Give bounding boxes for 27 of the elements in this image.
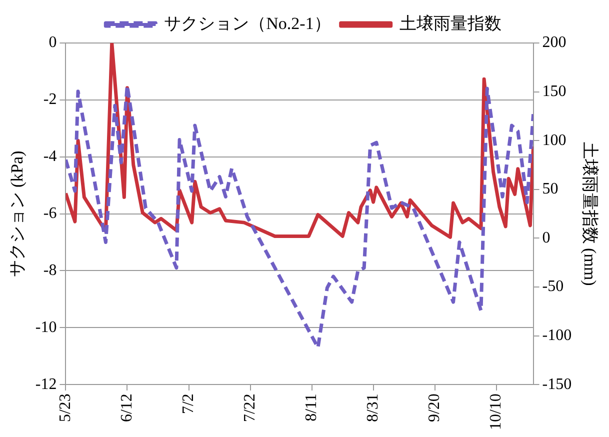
x-tick-label: 8/11 — [303, 394, 320, 422]
y2-tick-label: -100 — [542, 326, 572, 344]
x-tick-label: 8/31 — [364, 394, 382, 422]
y2-tick-label: -150 — [542, 376, 572, 393]
x-tick-label: 6/12 — [118, 394, 136, 422]
y-tick-label: 0 — [48, 34, 57, 52]
y-tick-label: -2 — [43, 91, 57, 108]
y-tick-label: -8 — [43, 262, 57, 279]
legend-label: サクション（No.2-1） — [164, 14, 331, 33]
y2-tick-label: 100 — [542, 132, 566, 149]
y2-tick-label: 200 — [542, 34, 566, 52]
y2-tick-label: 0 — [542, 229, 550, 246]
y2-tick-label: -50 — [542, 278, 564, 296]
legend-label: 土壌雨量指数 — [399, 14, 502, 33]
x-tick-label: 7/2 — [180, 394, 197, 414]
y2-tick-label: 150 — [542, 82, 566, 100]
y-tick-label: -4 — [43, 148, 57, 166]
y-tick-label: -6 — [43, 204, 57, 222]
x-tick-label: 7/22 — [241, 394, 258, 422]
x-tick-label: 10/10 — [488, 394, 505, 430]
y2-axis-title: 土壌雨量指数 (mm) — [580, 142, 600, 286]
x-tick-label: 5/23 — [56, 394, 74, 422]
y-tick-label: -12 — [35, 376, 57, 393]
y-axis-title: サクション (kPa) — [8, 150, 27, 277]
x-tick-label: 9/20 — [426, 394, 444, 422]
y-tick-label: -10 — [35, 318, 57, 336]
y2-tick-label: 50 — [542, 180, 558, 198]
